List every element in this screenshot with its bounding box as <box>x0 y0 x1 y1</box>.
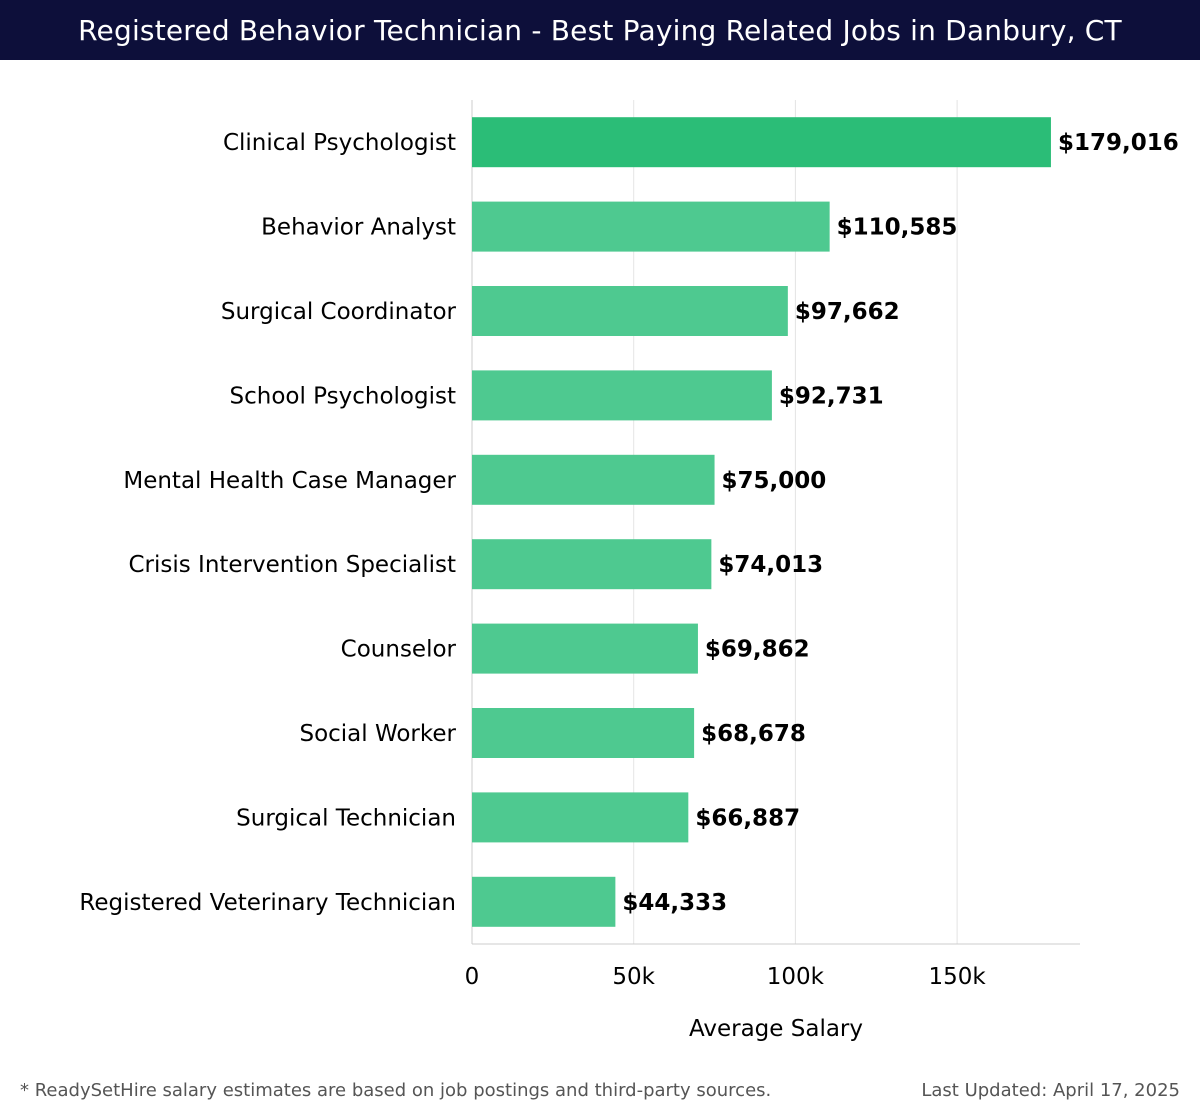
x-tick-label: 0 <box>465 964 480 990</box>
bar <box>472 286 788 336</box>
bar <box>472 370 772 421</box>
x-tick-label: 100k <box>767 964 825 990</box>
value-label: $68,678 <box>701 721 806 747</box>
x-axis-label: Average Salary <box>689 1016 863 1042</box>
salary-bar-chart: Clinical Psychologist $179,016 Behavior An… <box>79 100 1179 1042</box>
value-label: $74,013 <box>718 552 823 578</box>
category-label: Registered Veterinary Technician <box>79 890 456 916</box>
category-label: Counselor <box>341 637 457 663</box>
category-label: School Psychologist <box>230 383 456 409</box>
bar <box>472 876 616 927</box>
category-label: Surgical Technician <box>236 805 456 831</box>
category-label: Behavior Analyst <box>261 215 456 241</box>
last-updated: Last Updated: April 17, 2025 <box>921 1080 1180 1101</box>
category-label: Clinical Psychologist <box>223 130 456 156</box>
value-label: $110,585 <box>837 215 958 241</box>
value-label: $92,731 <box>779 383 884 409</box>
footer-note: * ReadySetHire salary estimates are base… <box>20 1080 772 1101</box>
value-label: $97,662 <box>795 299 900 325</box>
category-label: Surgical Coordinator <box>221 299 457 325</box>
x-tick-label: 50k <box>612 964 655 990</box>
bar <box>472 117 1051 168</box>
bar <box>472 454 715 505</box>
category-label: Social Worker <box>299 721 456 747</box>
category-label: Mental Health Case Manager <box>123 468 456 494</box>
category-label: Crisis Intervention Specialist <box>128 552 456 578</box>
value-label: $66,887 <box>695 805 800 831</box>
value-label: $179,016 <box>1058 130 1179 156</box>
bar <box>472 539 712 590</box>
bar <box>472 708 695 758</box>
chart-title: Registered Behavior Technician - Best Pa… <box>78 13 1122 47</box>
bar <box>472 792 689 843</box>
title-bar: Registered Behavior Technician - Best Pa… <box>0 0 1200 60</box>
x-tick-label: 150k <box>928 964 986 990</box>
bar <box>472 201 830 252</box>
value-label: $44,333 <box>622 890 727 916</box>
value-label: $75,000 <box>722 468 827 494</box>
bar <box>472 623 698 674</box>
value-label: $69,862 <box>705 637 810 663</box>
